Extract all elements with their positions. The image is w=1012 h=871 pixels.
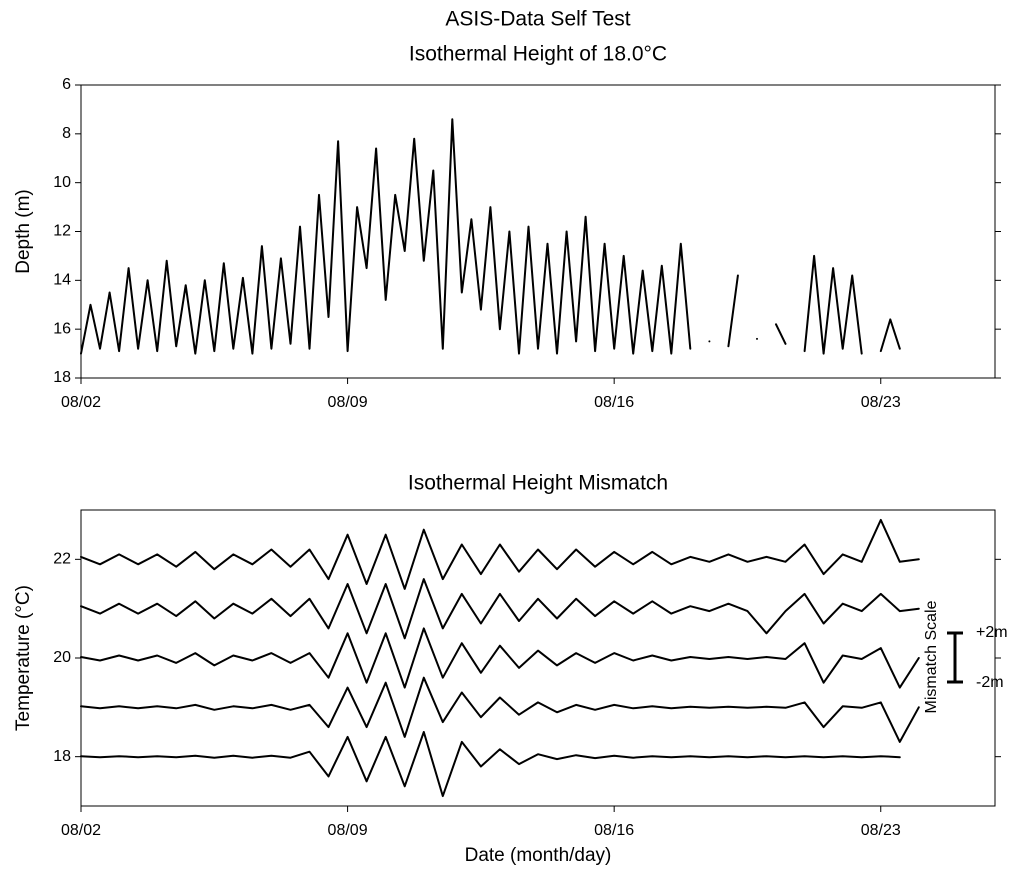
- annotation: -2m: [976, 674, 1004, 691]
- y-tick-label: 20: [53, 649, 71, 666]
- y-axis-label: Temperature (°C): [13, 585, 34, 731]
- data-line: [80, 118, 901, 355]
- x-tick-label: 08/16: [594, 394, 634, 411]
- y-tick-label: 12: [53, 223, 71, 240]
- data-line: [80, 731, 901, 798]
- mismatch-scale-bar: [947, 631, 963, 684]
- x-tick-label: 08/09: [328, 394, 368, 411]
- x-tick-label: 08/16: [594, 822, 634, 839]
- y-tick-label: 8: [62, 125, 71, 142]
- y-tick-label: 16: [53, 320, 71, 337]
- data-line: [80, 627, 920, 689]
- data-line: [80, 676, 920, 743]
- panel-title: Isothermal Height Mismatch: [408, 472, 668, 495]
- x-tick-label: 08/23: [861, 822, 901, 839]
- x-tick-label: 08/09: [328, 822, 368, 839]
- x-tick-label: 08/02: [61, 394, 101, 411]
- data-line: [80, 578, 920, 640]
- y-tick-label: 14: [53, 272, 71, 289]
- figure-title: ASIS-Data Self Test: [445, 8, 630, 31]
- plot-frame: [80, 84, 996, 379]
- y-tick-label: 22: [53, 551, 71, 568]
- x-tick-label: 08/23: [861, 394, 901, 411]
- y-tick-label: 18: [53, 748, 71, 765]
- data-line: [80, 518, 920, 590]
- y-tick-label: 10: [53, 174, 71, 191]
- annotation: Mismatch Scale: [923, 600, 940, 713]
- annotation: +2m: [976, 624, 1008, 641]
- x-tick-label: 08/02: [61, 822, 101, 839]
- y-axis-label: Depth (m): [13, 189, 34, 273]
- x-axis-label: Date (month/day): [465, 845, 612, 866]
- panel-title: Isothermal Height of 18.0°C: [409, 43, 667, 66]
- y-tick-label: 18: [53, 369, 71, 386]
- y-tick-label: 6: [62, 76, 71, 93]
